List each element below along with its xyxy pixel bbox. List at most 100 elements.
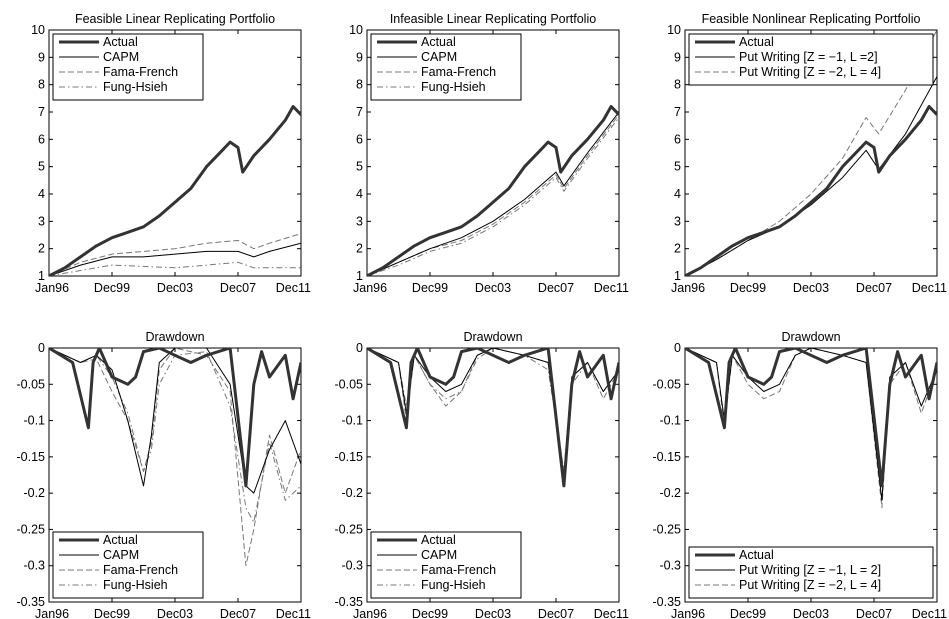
chart-title: Drawdown xyxy=(463,330,522,344)
legend-label: Put Writing [Z = −2, L = 4] xyxy=(739,578,881,592)
x-tick-label: Dec03 xyxy=(475,607,511,619)
y-tick-label: 0 xyxy=(38,341,45,355)
legend-label: Fama-French xyxy=(421,563,496,577)
legend-label: Actual xyxy=(421,533,456,547)
y-tick-label: 7 xyxy=(356,105,363,119)
legend-label: Fung-Hsieh xyxy=(421,578,486,592)
y-tick-label: -0.05 xyxy=(17,377,46,391)
legend-label: CAPM xyxy=(103,50,139,64)
chart-title: Drawdown xyxy=(781,330,840,344)
legend-label: Fama-French xyxy=(103,563,178,577)
x-tick-label: Dec03 xyxy=(157,607,193,619)
y-tick-label: 1 xyxy=(674,269,681,283)
y-tick-label: 3 xyxy=(38,214,45,228)
chart-title: Feasible Linear Replicating Portfolio xyxy=(75,12,275,26)
series-line-3 xyxy=(685,348,937,509)
y-tick-label: 2 xyxy=(674,242,681,256)
y-tick-label: 7 xyxy=(38,105,45,119)
x-tick-label: Dec07 xyxy=(538,607,574,619)
series-line-4 xyxy=(49,348,301,523)
x-tick-label: Dec11 xyxy=(276,607,311,619)
series-line-3 xyxy=(367,114,619,276)
x-tick-label: Jan96 xyxy=(671,281,705,295)
y-tick-label: 9 xyxy=(38,50,45,64)
x-tick-label: Dec11 xyxy=(594,607,629,619)
y-tick-label: -0.2 xyxy=(341,486,363,500)
x-tick-label: Jan96 xyxy=(353,607,387,619)
y-tick-label: 10 xyxy=(31,23,45,37)
chart-title: Feasible Nonlinear Replicating Portfolio xyxy=(702,12,921,26)
y-tick-label: 6 xyxy=(356,132,363,146)
legend-label: CAPM xyxy=(103,548,139,562)
y-tick-label: -0.15 xyxy=(335,450,364,464)
legend-label: Put Writing [Z = −1, L =2] xyxy=(739,50,878,64)
y-tick-label: 0 xyxy=(674,341,681,355)
legend-label: Put Writing [Z = −1, L = 2] xyxy=(739,563,881,577)
y-tick-label: -0.25 xyxy=(335,522,364,536)
y-tick-label: -0.25 xyxy=(653,522,682,536)
x-tick-label: Dec11 xyxy=(912,607,947,619)
y-tick-label: 1 xyxy=(356,269,363,283)
series-line-3 xyxy=(49,233,301,276)
legend-label: Fung-Hsieh xyxy=(103,578,168,592)
y-tick-label: -0.2 xyxy=(659,486,681,500)
x-tick-label: Dec11 xyxy=(912,281,947,295)
series-line-2 xyxy=(367,111,619,276)
y-tick-label: 2 xyxy=(38,242,45,256)
chart-panel-4: Drawdown 0 -0.05 -0.1 -0.15 -0.2 -0.25 -0.3 -0.3… xyxy=(17,330,312,619)
y-tick-label: 3 xyxy=(356,214,363,228)
series-line-2 xyxy=(49,242,301,276)
legend-label: Put Writing [Z = −2, L = 4] xyxy=(739,65,881,79)
x-tick-label: Dec99 xyxy=(730,607,766,619)
chart-panel-3: Feasible Nonlinear Replicating Portfolio… xyxy=(667,12,947,295)
legend-label: Actual xyxy=(103,533,138,547)
y-tick-label: -0.15 xyxy=(17,450,46,464)
chart-panel-1: Feasible Linear Replicating Portfolio 1 2 3… xyxy=(31,12,311,295)
x-tick-label: Dec03 xyxy=(157,281,193,295)
x-tick-label: Dec99 xyxy=(94,281,130,295)
x-tick-label: Dec03 xyxy=(793,607,829,619)
y-tick-label: -0.3 xyxy=(23,559,45,573)
legend-label: CAPM xyxy=(421,548,457,562)
chart-title: Drawdown xyxy=(145,330,204,344)
x-tick-label: Jan96 xyxy=(35,281,69,295)
legend-label: Fung-Hsieh xyxy=(421,80,486,94)
legend-label: Actual xyxy=(103,35,138,49)
y-tick-label: 8 xyxy=(38,78,45,92)
y-tick-label: 8 xyxy=(356,78,363,92)
y-tick-label: -0.1 xyxy=(23,414,45,428)
x-tick-label: Dec99 xyxy=(412,607,448,619)
x-tick-label: Dec11 xyxy=(594,281,629,295)
series-line-3 xyxy=(685,30,937,276)
y-tick-label: 6 xyxy=(38,132,45,146)
series-line-4 xyxy=(367,117,619,276)
chart-panel-5: Drawdown 0 -0.05 -0.1 -0.15 -0.2 -0.25 -0.3 -0.3… xyxy=(335,330,630,619)
series-line-1 xyxy=(685,105,937,276)
y-tick-label: 10 xyxy=(667,23,681,37)
series-line-1 xyxy=(49,105,301,276)
series-line-1 xyxy=(367,105,619,276)
chart-title: Infeasible Linear Replicating Portfolio xyxy=(390,12,596,26)
y-tick-label: -0.05 xyxy=(653,377,682,391)
y-tick-label: -0.35 xyxy=(17,595,46,609)
y-tick-label: 4 xyxy=(38,187,45,201)
x-tick-label: Dec07 xyxy=(220,607,256,619)
y-tick-label: 5 xyxy=(674,160,681,174)
y-tick-label: 1 xyxy=(38,269,45,283)
y-tick-label: -0.2 xyxy=(23,486,45,500)
x-tick-label: Jan96 xyxy=(671,607,705,619)
legend-label: Fung-Hsieh xyxy=(103,80,168,94)
x-tick-label: Dec07 xyxy=(538,281,574,295)
series-line-2 xyxy=(685,76,937,276)
y-tick-label: -0.3 xyxy=(341,559,363,573)
x-tick-label: Jan96 xyxy=(353,281,387,295)
series-line-3 xyxy=(367,348,619,472)
x-tick-label: Dec07 xyxy=(856,607,892,619)
y-tick-label: 9 xyxy=(356,50,363,64)
y-tick-label: -0.35 xyxy=(653,595,682,609)
